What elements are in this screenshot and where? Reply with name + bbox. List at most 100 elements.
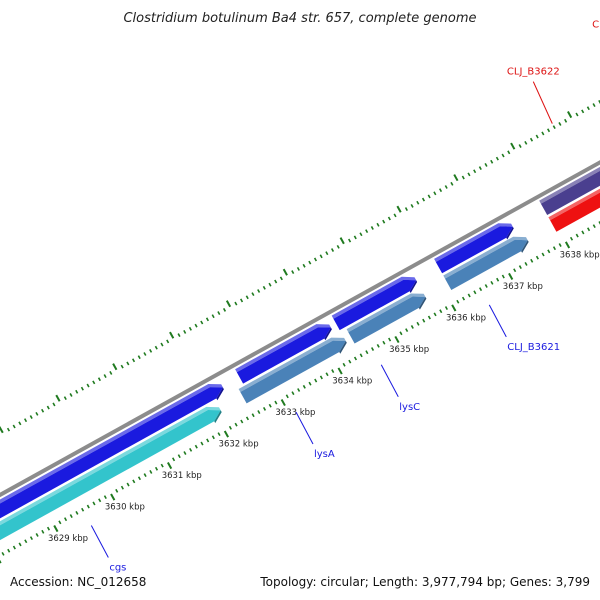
minor-tick [98,498,102,503]
minor-tick [348,238,352,243]
gene-arrow-body [0,387,223,519]
minor-tick [359,353,363,358]
minor-tick [75,389,79,394]
minor-tick [473,169,477,174]
minor-tick [211,314,215,319]
minor-tick [200,441,204,446]
minor-tick [291,391,295,396]
major-tick [567,111,573,119]
minor-tick [211,435,215,440]
minor-tick [348,359,352,364]
gene-arrow [548,188,600,232]
minor-tick [143,473,147,478]
gene-arrow [346,293,427,344]
major-tick [280,398,286,407]
minor-tick [81,507,85,512]
gene-arrow-shadow [339,341,347,354]
minor-tick [501,274,505,279]
minor-tick [325,251,329,256]
minor-tick [518,265,522,270]
major-tick [282,268,288,276]
minor-tick [177,454,181,459]
minor-tick [12,424,16,429]
major-tick [53,525,59,533]
major-tick [508,272,514,281]
gene-arrow-shadow [506,226,514,240]
minor-tick [120,364,124,369]
minor-tick [592,224,596,229]
minor-tick [586,106,590,111]
minor-tick [530,258,534,263]
minor-tick [251,292,255,297]
minor-tick [115,488,119,493]
major-tick [169,331,175,339]
gene-arrow [539,166,600,215]
minor-tick [80,386,84,391]
minor-tick [439,309,443,314]
minor-tick [69,514,73,518]
minor-tick [518,144,522,148]
minor-tick [41,529,45,534]
gene-arrow [0,384,224,519]
minor-tick [285,394,289,399]
minor-tick [194,444,198,449]
minor-tick [575,112,579,117]
gene-arrow-body [333,279,417,331]
scale-tick-ring [0,221,600,564]
gene-label-text: CLJ_B3622 [507,67,560,78]
major-tick [223,430,230,438]
gene-label-text: cgs [109,562,126,573]
minor-tick [149,470,153,474]
minor-tick [592,103,596,107]
major-tick [396,205,402,213]
minor-tick [296,267,300,271]
gene-arrow-top-face [443,236,528,279]
minor-tick [433,191,437,196]
minor-tick [438,188,443,193]
minor-tick [18,421,22,426]
minor-tick [234,422,238,427]
minor-tick [131,358,136,363]
gene-arrow-shadow [521,240,529,253]
minor-tick [444,306,448,310]
minor-tick [319,254,323,259]
gene-arrow-body [0,410,221,541]
gene-arrow-top-face [238,337,346,392]
minor-tick [291,270,295,274]
minor-tick [75,510,79,515]
minor-tick [46,405,50,410]
minor-tick [575,233,579,238]
leader-line [380,364,399,398]
minor-tick [473,290,477,295]
major-tick [225,300,232,308]
scale-label: 3637 kbp [503,282,543,292]
minor-tick [137,476,142,481]
minor-tick [535,134,539,139]
minor-tick [547,128,551,133]
minor-tick [12,545,16,550]
minor-tick [274,400,278,405]
topology-label: Topology: circular; Length: 3,977,794 bp… [259,575,590,589]
minor-tick [154,466,159,471]
minor-tick [336,244,340,249]
minor-tick [495,156,499,161]
minor-tick [240,419,244,424]
gene-arrow-body [435,226,513,274]
major-tick [337,367,343,375]
minor-tick [279,276,283,281]
gene-arrow-body [348,296,426,344]
minor-tick [564,118,568,123]
minor-tick [206,438,210,443]
minor-tick [319,375,323,380]
gene-label-text: lysA [314,449,335,460]
gene-arrow-top-face [434,223,513,262]
gene-arrow [443,236,529,290]
minor-tick [302,384,306,389]
scale-label: 3632 kbp [219,439,259,449]
minor-tick [308,260,312,265]
leader-line [90,525,109,558]
major-tick [453,174,459,182]
gene-arrow-top-face [548,188,600,221]
gene-label-clj_b3623: CLJ_B3623 [592,19,600,30]
